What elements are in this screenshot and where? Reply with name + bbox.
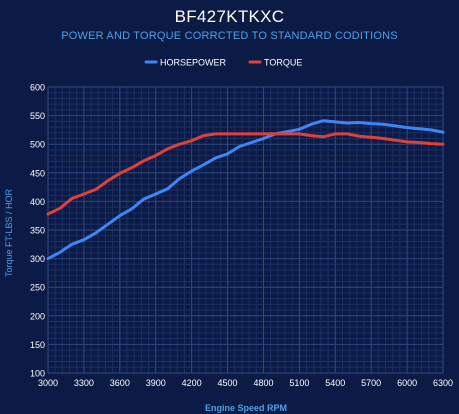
x-axis-ticks: 3000 3300 3600 3900 4200 4500 4800 5100 5400 5700… xyxy=(38,378,453,388)
x-axis-label: Engine Speed RPM xyxy=(204,403,287,413)
y-axis-label: Torque FT-LBS / HOR xyxy=(4,188,14,278)
y-tick-label: 400 xyxy=(30,197,45,207)
x-tick-label: 4800 xyxy=(253,378,273,388)
x-tick-label: 3900 xyxy=(146,378,166,388)
x-tick-label: 3300 xyxy=(74,378,94,388)
y-tick-label: 150 xyxy=(30,340,45,350)
x-tick-label: 4200 xyxy=(182,378,202,388)
x-tick-label: 3600 xyxy=(110,378,130,388)
y-tick-label: 600 xyxy=(30,83,45,93)
legend: HORSEPOWER TORQUE xyxy=(144,58,302,68)
chart-title: BF427KTKXC xyxy=(174,7,285,26)
legend-label-torque: TORQUE xyxy=(264,58,302,68)
y-tick-label: 300 xyxy=(30,254,45,264)
series-line-torque xyxy=(46,132,445,216)
y-tick-label: 450 xyxy=(30,168,45,178)
x-tick-label: 4500 xyxy=(218,378,238,388)
chart-subtitle: POWER AND TORQUE CORRCTED TO STANDARD CO… xyxy=(61,30,398,42)
x-tick-label: 3000 xyxy=(38,378,58,388)
y-tick-label: 100 xyxy=(30,369,45,379)
y-tick-label: 350 xyxy=(30,226,45,236)
series-lines xyxy=(46,119,445,261)
x-tick-label: 6000 xyxy=(397,378,417,388)
series-line-horsepower xyxy=(46,119,445,261)
y-axis-ticks: 100 150 200 250 300 350 400 450 500 550 600 xyxy=(30,83,45,379)
y-tick-label: 500 xyxy=(30,140,45,150)
x-tick-label: 5100 xyxy=(289,378,309,388)
y-tick-label: 250 xyxy=(30,283,45,293)
x-tick-label: 5400 xyxy=(325,378,345,388)
grid xyxy=(47,86,444,374)
x-tick-label: 6300 xyxy=(433,378,453,388)
y-tick-label: 550 xyxy=(30,111,45,121)
x-tick-label: 5700 xyxy=(361,378,381,388)
y-tick-label: 200 xyxy=(30,311,45,321)
legend-label-horsepower: HORSEPOWER xyxy=(160,58,227,68)
